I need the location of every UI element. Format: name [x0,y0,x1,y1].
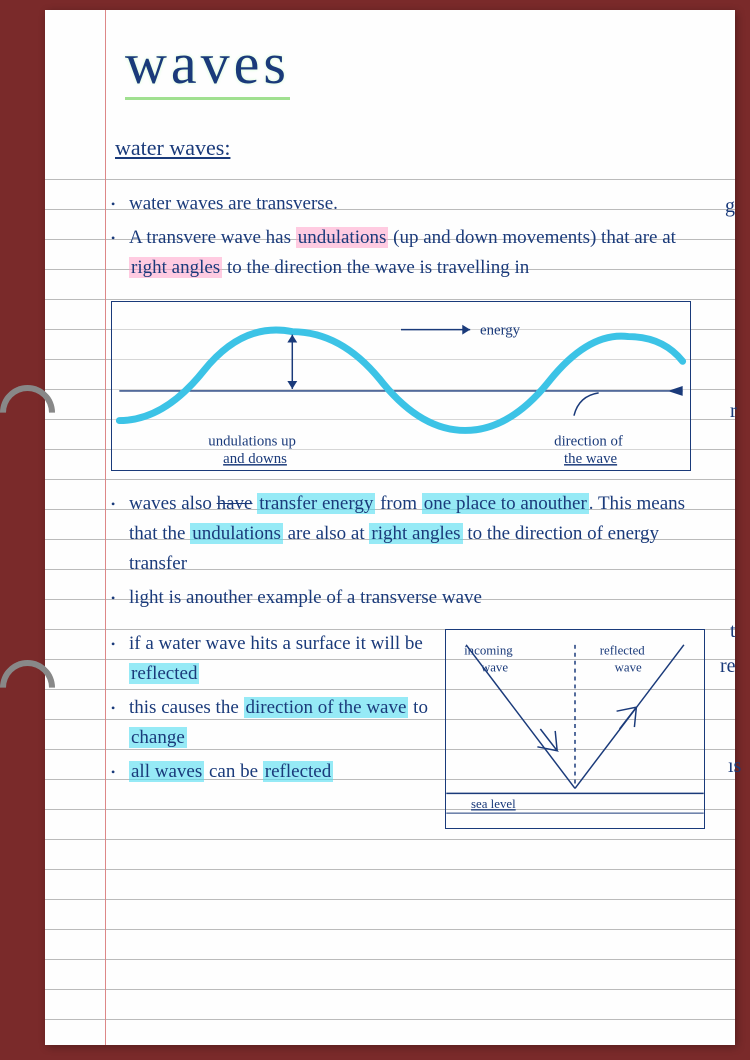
notebook-page: waves water waves: water waves are trans… [45,10,735,1045]
bullet-item: A transvere wave has undulations (up and… [115,223,705,283]
reflection-svg: incoming wave reflected wave sea level [446,630,704,828]
margin-line [105,10,106,1045]
incoming-arrowhead [537,729,557,751]
direction-bracket [574,393,599,416]
bullets-bottom: if a water wave hits a surface it will b… [115,629,435,829]
energy-arrowhead [462,325,470,335]
reflected-label-2: wave [615,661,642,675]
incoming-label-2: wave [481,661,508,675]
bullet-item: water waves are transverse. [115,189,705,219]
bullets-mid: waves also have transfer energy from one… [115,489,705,613]
bullet-item: all waves can be reflected [115,757,435,787]
wave-curve [119,330,682,430]
axis-arrowhead [668,386,683,396]
energy-label: energy [480,323,521,339]
incoming-label-1: incoming [464,644,513,658]
amplitude-arrowhead-down [287,381,297,389]
bullet-item: light is anouther example of a transvers… [115,583,705,613]
direction-label-1: direction of [554,433,623,449]
reflected-label-1: reflected [600,644,646,658]
sea-level-label: sea level [471,797,516,811]
section-heading: water waves: [115,135,705,161]
reflected-arrowhead [617,707,637,729]
overflow-char: re [720,655,736,678]
reflection-diagram: incoming wave reflected wave sea level [445,629,705,829]
amplitude-arrowhead-up [287,335,297,343]
overflow-char: ıs [728,755,741,778]
bullet-item: if a water wave hits a surface it will b… [115,629,435,689]
direction-label-2: the wave [564,451,617,467]
bullet-item: waves also have transfer energy from one… [115,489,705,579]
overflow-char: t [730,620,736,643]
bullet-item: this causes the direction of the wave to… [115,693,435,753]
undulations-label-2: and downs [223,451,287,467]
page-title: waves [115,30,705,100]
wave-diagram: energy undulations up and downs directio… [111,301,691,471]
page-content: waves water waves: water waves are trans… [115,30,705,829]
wave-svg: energy undulations up and downs directio… [112,302,690,470]
reflection-section: if a water wave hits a surface it will b… [115,629,705,829]
overflow-char: g [725,195,735,218]
overflow-char: r [730,400,737,423]
undulations-label-1: undulations up [208,433,296,449]
bullets-top: water waves are transverse. A transvere w… [115,189,705,283]
